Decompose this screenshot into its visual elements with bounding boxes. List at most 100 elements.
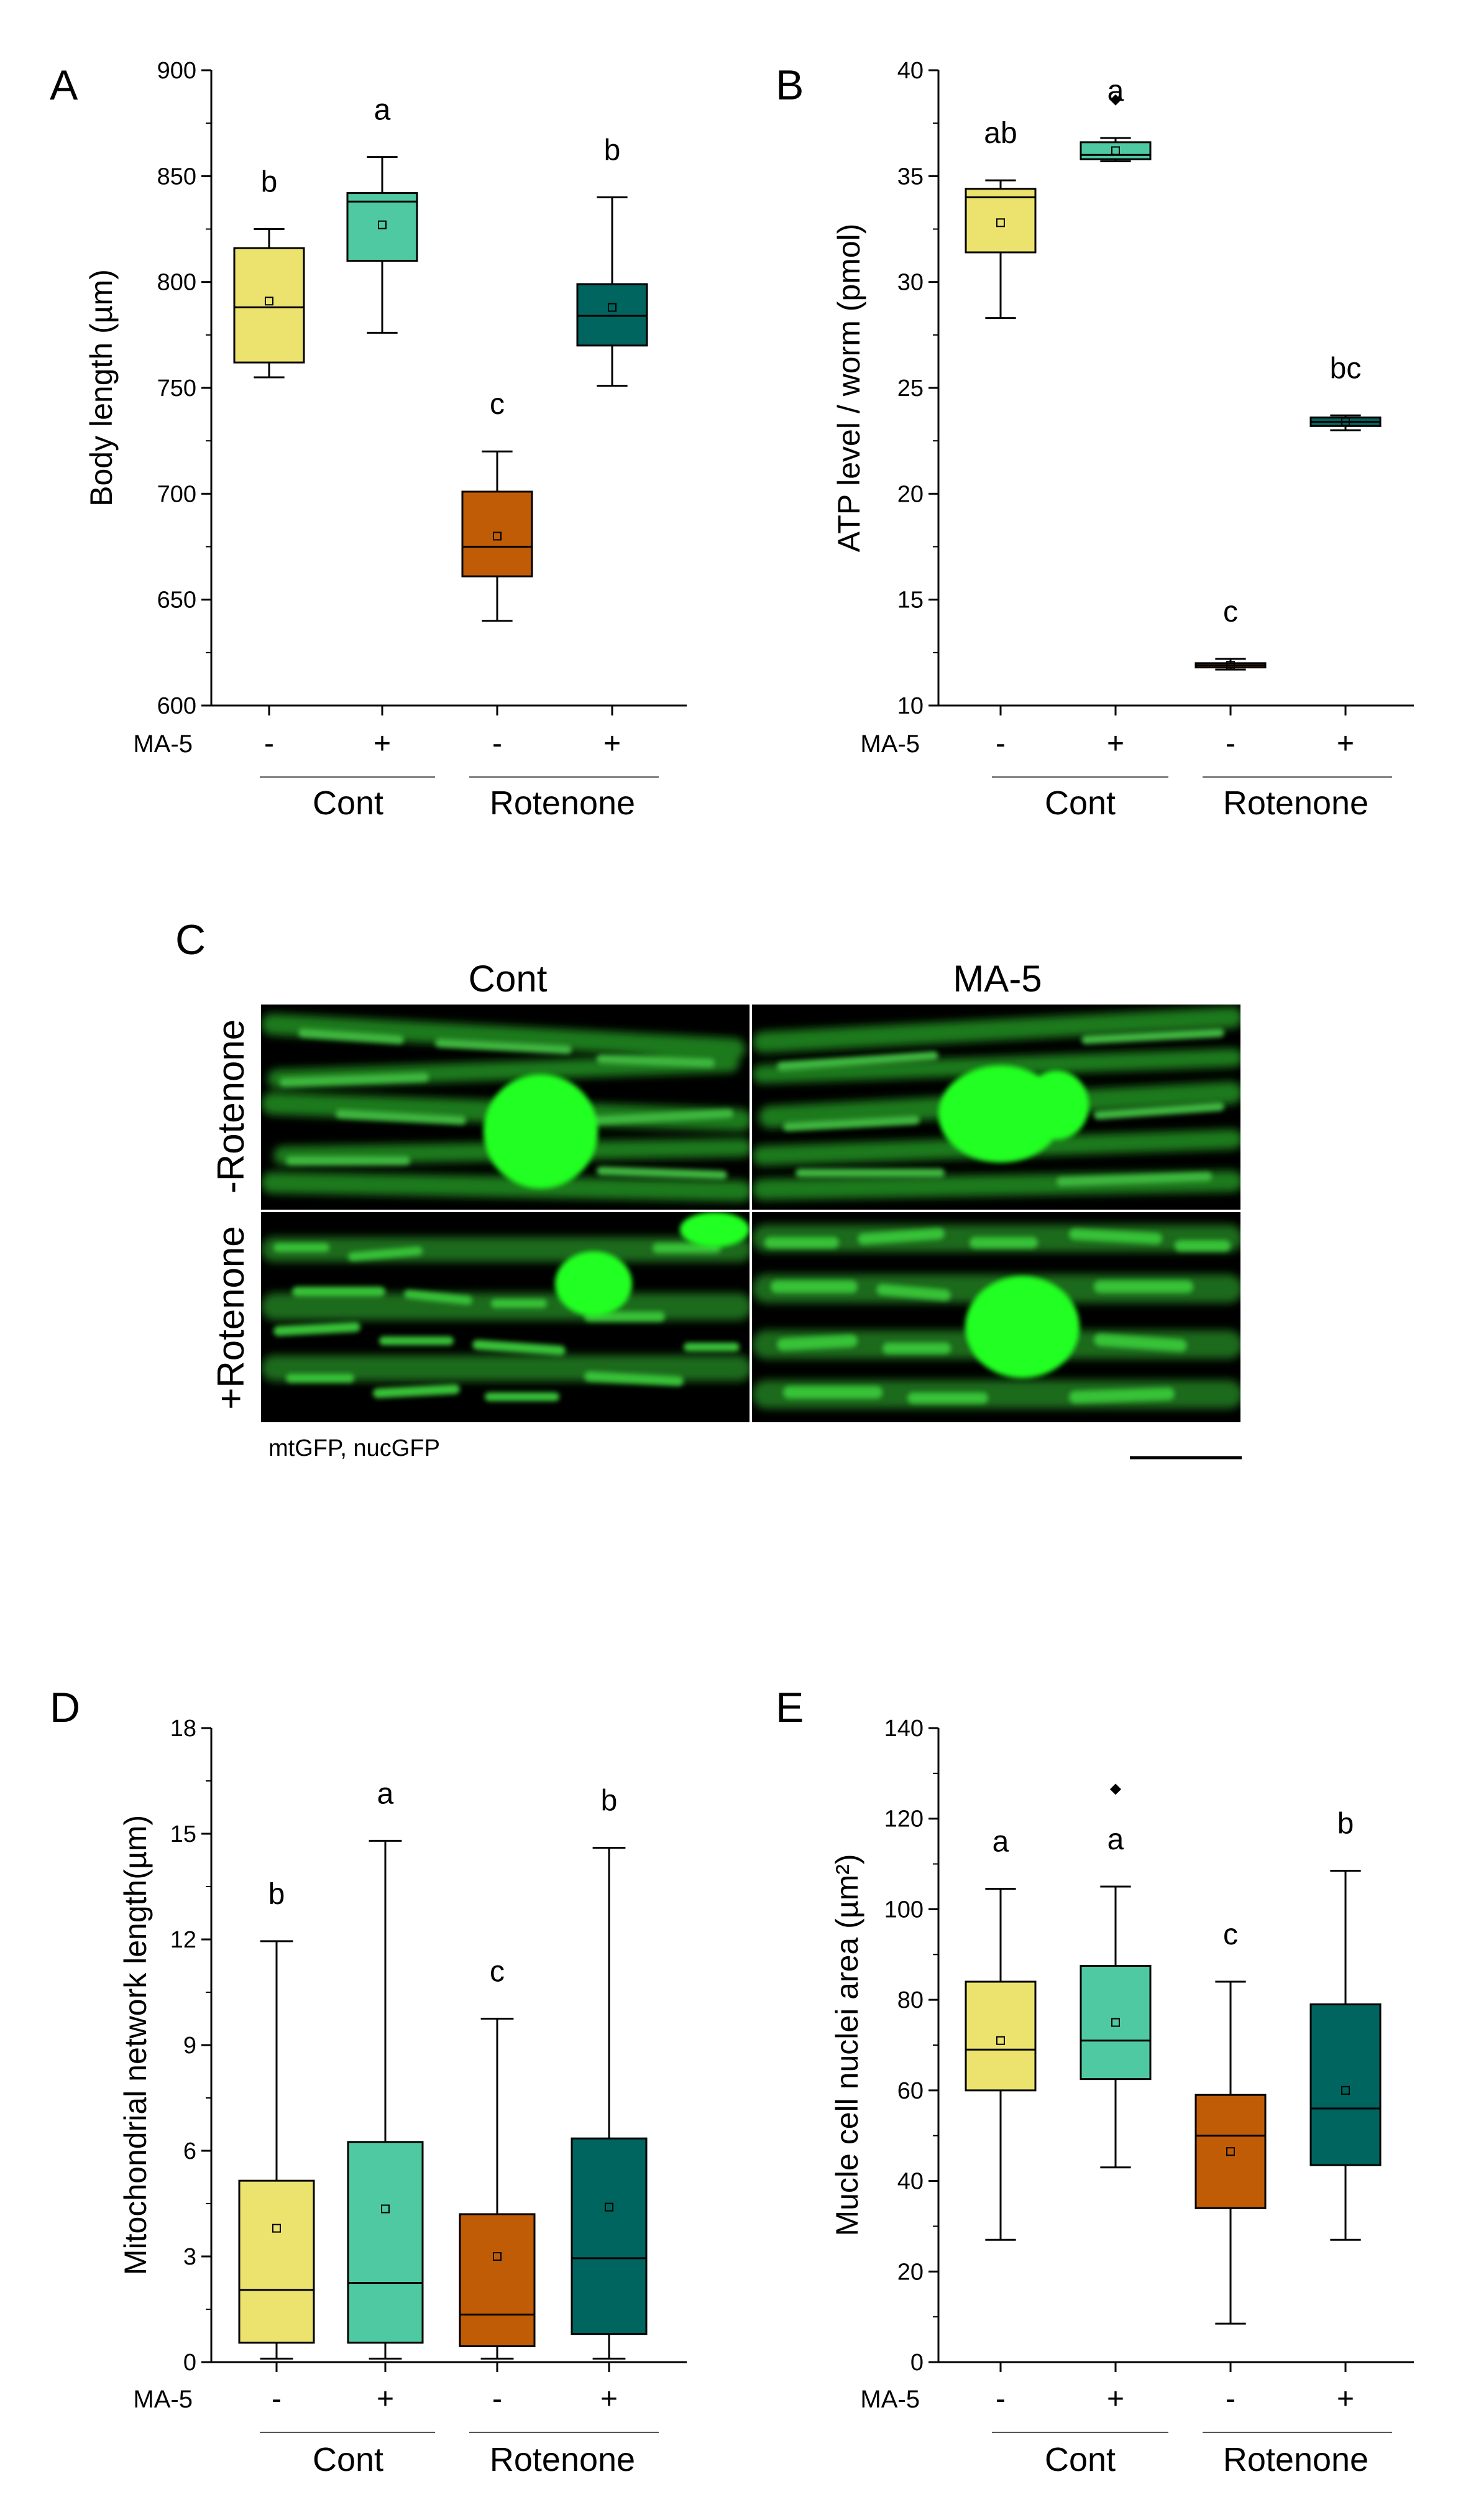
a-group-label: Cont <box>313 784 383 822</box>
a-box-3: c <box>461 388 533 622</box>
d-group-label: Cont <box>313 2441 383 2478</box>
panel-letter-d: D <box>50 1684 80 1731</box>
e-significance-letter: b <box>1337 1808 1354 1841</box>
a-treatment-sign: - <box>264 727 274 760</box>
d-box-3: c <box>459 1956 536 2360</box>
a-treatment-sign: + <box>374 727 391 760</box>
e-y-axis-label-main: Mucle cell nuclei area (µm <box>830 1875 864 2237</box>
b-y-tick-label: 25 <box>897 375 924 402</box>
d-y-tick-label: 9 <box>183 2033 196 2059</box>
d-box-body <box>571 2137 648 2335</box>
b-treatment-sign: - <box>996 727 1006 760</box>
d-y-tick-label: 6 <box>183 2138 196 2164</box>
micrograph-panel: Cont MA-5 -Rotenone +Rotenone <box>210 958 1242 1461</box>
d-treatment-sign: + <box>377 2383 394 2416</box>
e-outlier-point <box>1110 1783 1121 1795</box>
micrograph-ma5-minus-rotenone <box>752 1005 1240 1210</box>
e-significance-letter: c <box>1223 1918 1238 1951</box>
d-treatment-sign: - <box>492 2383 502 2416</box>
b-box-3: c <box>1194 596 1267 671</box>
a-y-tick-label: 650 <box>157 587 196 614</box>
d-box-mean-marker <box>493 2252 502 2261</box>
d-y-tick-label: 0 <box>183 2350 196 2376</box>
e-y-axis-label-superscript: ² <box>830 1864 864 1875</box>
d-y-axis-label: Mitochondrial network length(µm) <box>118 1815 153 2275</box>
micrograph-row-label-minus-rotenone: -Rotenone <box>210 1019 252 1193</box>
d-y-tick-label: 18 <box>170 1716 196 1742</box>
a-group-label: Rotenone <box>490 784 635 822</box>
d-box-body <box>347 2141 424 2344</box>
a-box-2: a <box>346 94 418 334</box>
e-box-body <box>1309 2003 1382 2166</box>
a-y-tick-label: 900 <box>157 58 196 84</box>
a-box-mean-marker <box>265 297 273 306</box>
e-y-tick-label: 60 <box>897 2078 924 2104</box>
e-y-tick-label: 20 <box>897 2259 924 2285</box>
b-box-mean-marker <box>996 218 1005 228</box>
a-treatment-sign: + <box>603 727 621 760</box>
e-treatment-sign: - <box>1226 2383 1236 2416</box>
b-treatment-sign: + <box>1107 727 1124 760</box>
e-y-tick-label: 0 <box>910 2350 924 2376</box>
e-box-4: b <box>1309 1808 1382 2241</box>
e-box-mean-marker <box>996 2036 1005 2045</box>
e-box-3: c <box>1194 1918 1267 2325</box>
e-y-tick-label: 80 <box>897 1987 924 2013</box>
e-treatment-sign: - <box>996 2383 1006 2416</box>
d-box-mean-marker <box>605 2202 613 2212</box>
panel-letter-c: C <box>175 916 206 963</box>
micrograph-cont-plus-rotenone <box>261 1212 750 1422</box>
e-treatment-label: MA-5 <box>860 2386 920 2413</box>
b-group-label: Cont <box>1045 784 1116 822</box>
b-y-tick-label: 15 <box>897 587 924 614</box>
chart-panel-a: 600 650 700 750 800 850 900 Body length (µm) b - a… <box>84 58 687 822</box>
d-treatment-label: MA-5 <box>133 2386 193 2413</box>
e-y-axis-label: Mucle cell nuclei area (µm²) <box>830 1854 864 2236</box>
b-y-tick-label: 20 <box>897 481 924 507</box>
a-box-4: b <box>576 134 648 387</box>
a-box-body <box>346 192 418 262</box>
e-box-mean-marker <box>1341 2085 1350 2095</box>
d-y-tick-label: 3 <box>183 2244 196 2270</box>
b-box-mean-marker <box>1341 417 1350 426</box>
b-y-tick-label: 30 <box>897 270 924 296</box>
a-box-body <box>461 490 533 577</box>
b-treatment-sign: + <box>1337 727 1354 760</box>
a-y-tick-label: 750 <box>157 375 196 402</box>
b-y-tick-label: 35 <box>897 163 924 190</box>
b-significance-letter: ab <box>984 117 1017 150</box>
e-box-body <box>1080 1965 1152 2081</box>
d-significance-letter: b <box>601 1785 618 1818</box>
b-treatment-sign: - <box>1226 727 1236 760</box>
a-significance-letter: b <box>261 166 278 199</box>
micrograph-col-label-cont: Cont <box>469 958 548 1000</box>
b-y-tick-label: 10 <box>897 693 924 719</box>
micrograph-ma5-plus-rotenone <box>752 1212 1240 1422</box>
b-y-tick-label: 40 <box>897 58 924 84</box>
a-treatment-sign: - <box>492 727 502 760</box>
b-box-body <box>1080 141 1152 160</box>
d-box-body <box>238 2179 315 2344</box>
d-treatment-sign: + <box>600 2383 618 2416</box>
d-box-body <box>459 2213 536 2347</box>
b-significance-letter: a <box>1107 75 1124 108</box>
a-y-tick-label: 850 <box>157 163 196 190</box>
e-box-2: a <box>1080 1783 1152 2169</box>
e-treatment-sign: + <box>1107 2383 1124 2416</box>
a-box-mean-marker <box>608 303 617 312</box>
d-group-label: Rotenone <box>490 2441 635 2478</box>
e-y-tick-label: 120 <box>884 1806 924 1833</box>
micrograph-caption: mtGFP, nucGFP <box>268 1435 440 1461</box>
d-box-4: b <box>571 1785 648 2360</box>
b-box-1: ab <box>965 117 1037 320</box>
e-y-tick-label: 100 <box>884 1897 924 1923</box>
b-significance-letter: bc <box>1330 352 1362 385</box>
d-box-mean-marker <box>272 2223 281 2233</box>
b-box-mean-marker <box>1226 661 1235 670</box>
e-group-label: Cont <box>1045 2441 1116 2478</box>
e-box-body <box>1194 2094 1267 2209</box>
a-significance-letter: a <box>374 94 391 127</box>
a-significance-letter: b <box>604 134 621 167</box>
b-box-2: a <box>1080 75 1152 162</box>
d-treatment-sign: - <box>272 2383 282 2416</box>
